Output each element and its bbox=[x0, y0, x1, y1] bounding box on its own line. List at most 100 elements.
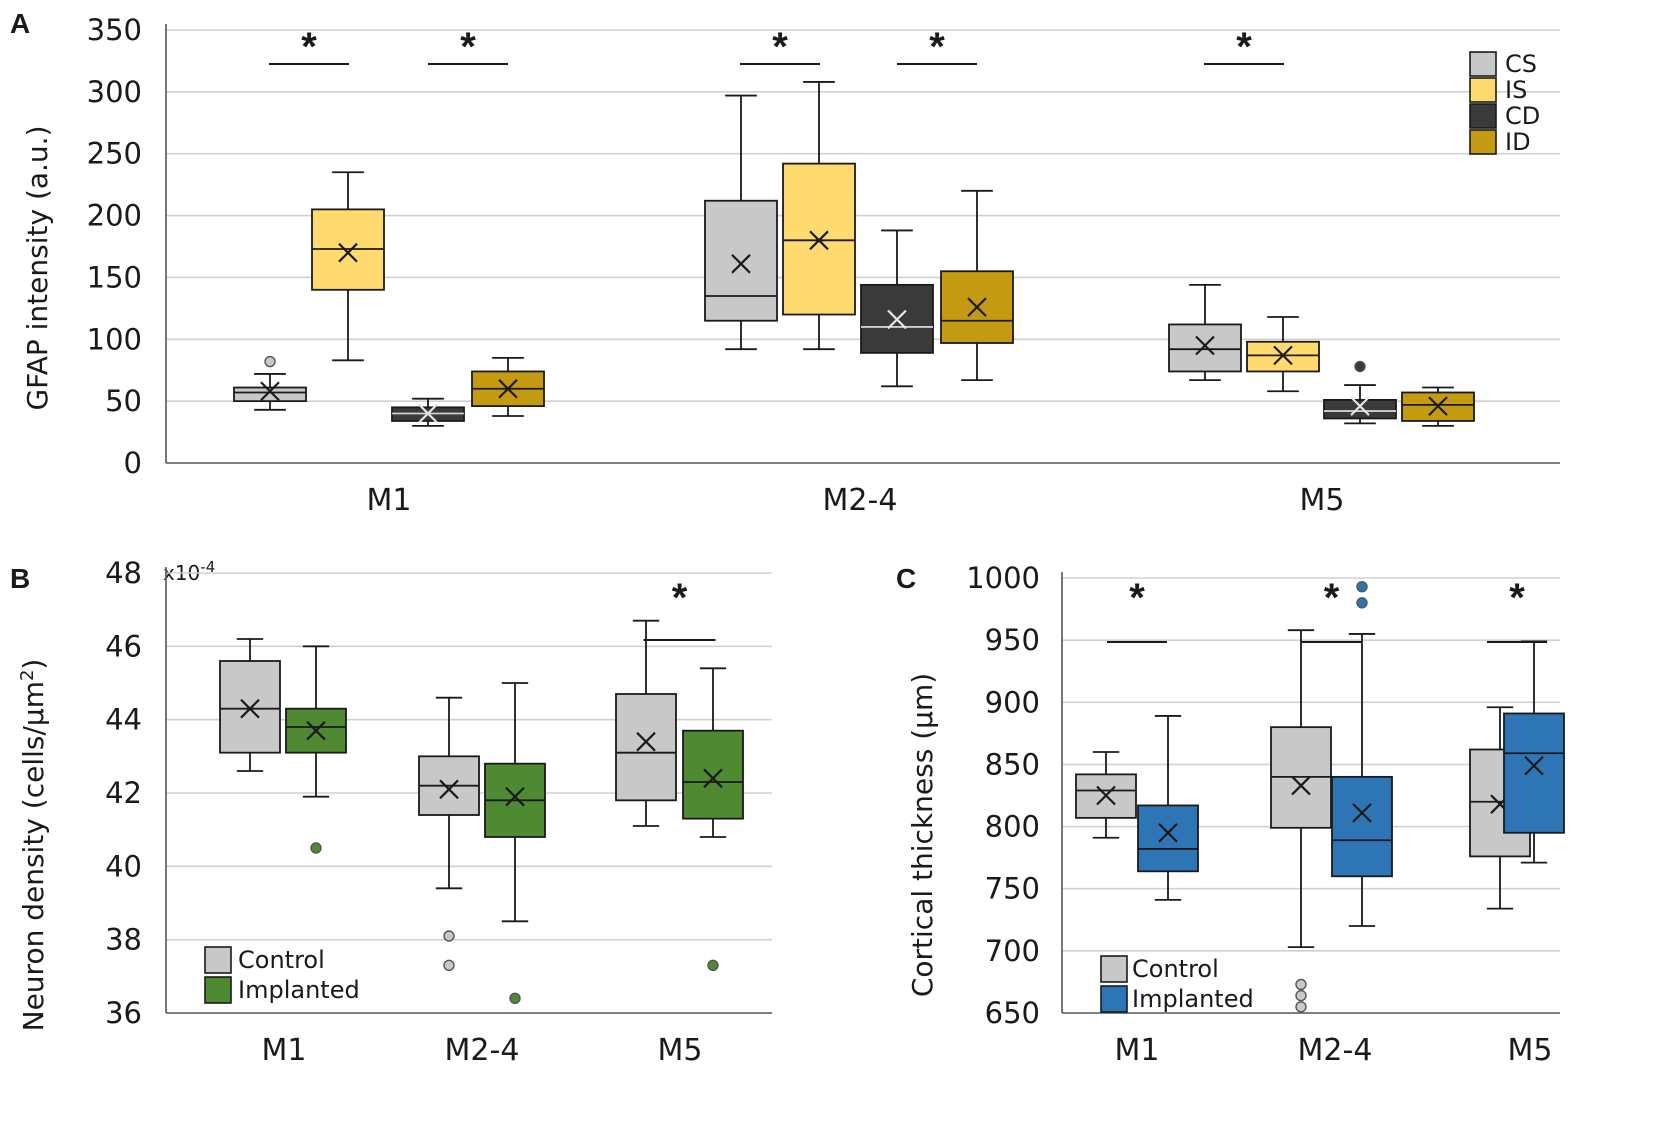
box-outlier bbox=[1295, 989, 1307, 1002]
panel-c-legend-label: Control bbox=[1132, 955, 1219, 983]
panel-a-y-tick-label: 250 bbox=[87, 137, 142, 171]
panel-c-legend-swatch bbox=[1100, 955, 1128, 983]
box-mean-marker bbox=[1096, 785, 1116, 806]
panel-a-box-m1-cs bbox=[233, 355, 307, 411]
panel-a: A 0 50 100 150 200 250 300 350 * * * * * M1 M2-4 M5 C… bbox=[10, 8, 1560, 518]
panel-a-legend-label: ID bbox=[1505, 128, 1531, 156]
panel-b-y-tick-label: 36 bbox=[105, 996, 142, 1030]
panel-c-legend-swatch bbox=[1100, 985, 1128, 1013]
box-outlier bbox=[1295, 978, 1307, 991]
panel-a-y-tick-label: 50 bbox=[105, 384, 142, 418]
box-mean-marker bbox=[418, 403, 438, 424]
panel-a-box-m5-id bbox=[1401, 386, 1475, 427]
panel-c-category-label: M5 bbox=[1508, 1033, 1553, 1068]
panel-b-category-label: M5 bbox=[658, 1033, 703, 1068]
panel-a-legend-label: CD bbox=[1505, 102, 1540, 130]
panel-a-y-tick-label: 200 bbox=[87, 199, 142, 233]
panel-a-y-axis-label: GFAP intensity (a.u.) bbox=[21, 125, 54, 410]
panel-c-box-m1-control bbox=[1075, 751, 1137, 839]
panel-a-y-tick-label: 300 bbox=[87, 75, 142, 109]
panel-c-legend-label: Implanted bbox=[1132, 985, 1254, 1013]
panel-b-box-m2-4-implanted bbox=[484, 682, 546, 1005]
panel-a-legend-swatch bbox=[1469, 77, 1497, 103]
box-mean-marker bbox=[338, 242, 358, 263]
panel-c-y-tick-label: 900 bbox=[985, 685, 1040, 719]
panel-a-box-m5-cs bbox=[1168, 283, 1242, 382]
panel-b-legend-swatch bbox=[204, 976, 232, 1004]
panel-a-box-m5-is bbox=[1246, 316, 1320, 393]
panel-b-legend-label: Control bbox=[238, 946, 325, 974]
box-iqr bbox=[1331, 775, 1393, 878]
panel-b-box-m5-implanted bbox=[682, 667, 744, 972]
box-mean-marker bbox=[1158, 823, 1178, 843]
panel-b-category-label: M1 bbox=[262, 1033, 307, 1068]
box-mean-marker bbox=[1195, 335, 1215, 356]
box-mean-marker bbox=[505, 786, 525, 807]
panel-a-significance-star: * bbox=[929, 25, 945, 69]
box-outlier bbox=[1295, 1001, 1307, 1013]
box-outlier bbox=[443, 959, 455, 972]
box-iqr bbox=[233, 386, 307, 403]
panel-b: B x10-4 36 38 40 42 44 46 48 * M1 M2-4 M5 Contro… bbox=[10, 556, 772, 1068]
box-iqr bbox=[1137, 804, 1199, 873]
panel-b-letter: B bbox=[10, 563, 30, 594]
panel-c-y-tick-label: 950 bbox=[985, 623, 1040, 657]
panel-c-y-axis-label: Cortical thickness (µm) bbox=[906, 673, 939, 997]
panel-a-legend-swatch bbox=[1469, 51, 1497, 77]
panel-b-y-tick-label: 40 bbox=[105, 849, 142, 883]
panel-a-category-label: M1 bbox=[367, 483, 412, 518]
box-iqr bbox=[285, 707, 347, 754]
box-iqr bbox=[704, 199, 778, 322]
box-mean-marker bbox=[1352, 803, 1372, 823]
panel-c-category-label: M1 bbox=[1115, 1033, 1160, 1068]
box-mean-marker bbox=[498, 378, 518, 399]
panel-a-y-tick-label: 150 bbox=[87, 260, 142, 294]
box-outlier bbox=[443, 930, 455, 942]
panel-c-box-m1-implanted bbox=[1137, 715, 1199, 901]
box-outlier bbox=[1356, 581, 1368, 593]
panel-a-box-m1-id bbox=[471, 356, 545, 417]
box-mean-marker bbox=[1273, 345, 1293, 366]
panel-a-category-label: M5 bbox=[1300, 483, 1345, 518]
box-outlier bbox=[310, 842, 322, 854]
panel-a-legend-swatch bbox=[1469, 103, 1497, 129]
panel-a-legend-label: IS bbox=[1505, 76, 1527, 104]
panel-c-significance-star: * bbox=[1509, 576, 1525, 620]
panel-c-y-tick-label: 700 bbox=[985, 934, 1040, 968]
panel-b-box-m1-control bbox=[219, 638, 281, 772]
panel-a-legend-swatch bbox=[1469, 129, 1497, 155]
box-mean-marker bbox=[731, 254, 751, 274]
panel-b-significance-star: * bbox=[672, 576, 688, 620]
panel-a-box-m2-4-is bbox=[782, 81, 856, 351]
box-mean-marker bbox=[967, 297, 987, 317]
panel-b-y-tick-label: 46 bbox=[105, 629, 142, 663]
box-mean-marker bbox=[439, 779, 459, 800]
panel-c-significance-star: * bbox=[1324, 576, 1340, 620]
box-outlier bbox=[1356, 597, 1368, 609]
panel-a-y-tick-label: 350 bbox=[87, 13, 142, 47]
panel-c-category-label: M2-4 bbox=[1298, 1033, 1373, 1068]
panel-c-y-tick-label: 800 bbox=[985, 810, 1040, 844]
panel-c-significance-star: * bbox=[1129, 576, 1145, 620]
box-mean-marker bbox=[306, 720, 326, 741]
panel-b-y-axis-label: Neuron density (cells/µm2) bbox=[17, 659, 50, 1032]
box-iqr bbox=[615, 693, 677, 802]
box-iqr bbox=[1401, 391, 1475, 422]
box-iqr bbox=[1503, 712, 1565, 834]
panel-a-box-m1-cd bbox=[391, 397, 465, 427]
panel-b-category-label: M2-4 bbox=[445, 1033, 520, 1068]
box-iqr bbox=[682, 729, 744, 820]
panel-c-y-tick-label: 1000 bbox=[966, 561, 1040, 595]
panel-c-letter: C bbox=[896, 563, 916, 594]
panel-b-y-tick-label: 48 bbox=[105, 556, 142, 590]
box-mean-marker bbox=[887, 309, 907, 330]
box-mean-marker bbox=[1524, 755, 1544, 776]
box-mean-marker bbox=[1291, 775, 1311, 796]
box-mean-marker bbox=[809, 230, 829, 251]
panel-a-box-m2-4-cs bbox=[704, 94, 778, 351]
box-outlier bbox=[1354, 360, 1366, 373]
box-mean-marker bbox=[636, 731, 656, 752]
panel-b-box-m2-4-control bbox=[418, 696, 480, 972]
box-mean-marker bbox=[1350, 396, 1370, 416]
panel-a-box-m2-4-id bbox=[940, 189, 1014, 382]
